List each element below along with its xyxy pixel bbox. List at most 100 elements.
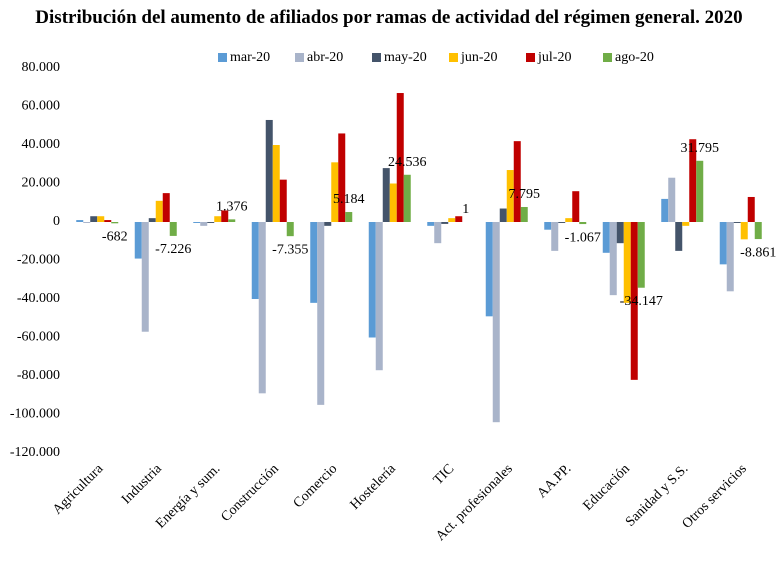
bar [214,216,222,222]
data-label: -34.147 [620,294,663,309]
chart-title: Distribución del aumento de afiliados po… [35,7,743,28]
data-label: 24.536 [388,155,427,170]
legend-swatch [526,53,535,62]
bar [434,222,442,244]
legend-label: mar-20 [230,50,270,65]
bar [602,222,610,253]
bar [427,222,435,226]
data-label: 31.795 [681,141,720,156]
bar [193,222,201,223]
bar [324,222,332,226]
bar [630,222,638,380]
legend-label: abr-20 [307,50,343,65]
x-tick-label: Industria [119,461,165,507]
data-label: 5.184 [333,192,365,207]
bar [499,208,507,222]
legend-label: jun-20 [460,50,498,65]
bar [200,222,208,226]
bar [623,222,631,303]
bar [317,222,325,405]
bar [726,222,734,292]
y-tick-label: -60.000 [17,330,60,345]
data-label: 7.795 [509,187,541,202]
bar [310,222,318,303]
bar [228,219,236,222]
bar [111,222,119,224]
bar [338,133,346,222]
y-tick-label: -100.000 [10,407,60,422]
y-tick-label: 40.000 [22,137,61,152]
bar [740,222,748,240]
bar [609,222,617,296]
bar [83,222,91,223]
data-label: -1.067 [565,230,601,245]
bar [506,170,514,222]
bar [97,216,105,222]
bar [76,220,84,222]
bar [382,168,390,222]
bar [520,206,528,222]
x-tick-label: AA.PP. [535,461,575,501]
bar [544,222,552,230]
bar [661,198,669,222]
legend-label: ago-20 [615,50,654,65]
y-tick-label: 60.000 [22,99,61,114]
bar [279,179,287,222]
bar [558,222,566,223]
x-tick-label: Construcción [218,461,281,524]
bar [696,160,704,222]
bar [265,119,273,222]
bar [747,196,755,222]
bar [616,222,624,244]
bar [668,177,676,222]
legend-label: may-20 [384,50,427,65]
y-tick-label: 0 [53,214,60,229]
bar [368,222,376,338]
x-tick-label: TIC [431,461,458,488]
x-tick-label: Agricultura [50,461,107,518]
bar [492,222,500,423]
y-tick-label: -80.000 [17,368,60,383]
bar [396,93,404,223]
bar [389,183,397,222]
legend-swatch [603,53,612,62]
bar [637,222,645,288]
legend-swatch [372,53,381,62]
legend-label: jul-20 [537,50,571,65]
bar [565,218,573,222]
bar [162,193,170,222]
data-label: -682 [102,230,128,245]
bar [719,222,727,265]
y-tick-label: -120.000 [10,445,60,460]
bar [134,222,142,259]
bar [485,222,493,317]
y-tick-label: 20.000 [22,176,61,191]
bar [572,191,580,222]
x-tick-label: Comercio [291,461,341,511]
bar [345,212,353,222]
bar [675,222,683,251]
bar [251,222,259,299]
bar [148,218,156,222]
bar [579,222,587,225]
bar [441,222,449,224]
bar [513,141,521,222]
x-tick-label: Hostelería [348,461,400,513]
data-label: 1 [462,202,469,217]
bar [90,216,98,222]
bar [689,139,697,222]
bar [258,222,266,394]
bar [207,222,215,223]
bar [733,222,741,223]
y-tick-label: 80.000 [22,60,61,75]
data-label: -8.861 [740,245,776,260]
bar [272,145,280,222]
bar [169,222,177,236]
legend-swatch [218,53,227,62]
data-label: 1.376 [216,200,248,215]
bar [331,162,339,222]
bar [455,216,463,222]
bar [286,222,294,237]
